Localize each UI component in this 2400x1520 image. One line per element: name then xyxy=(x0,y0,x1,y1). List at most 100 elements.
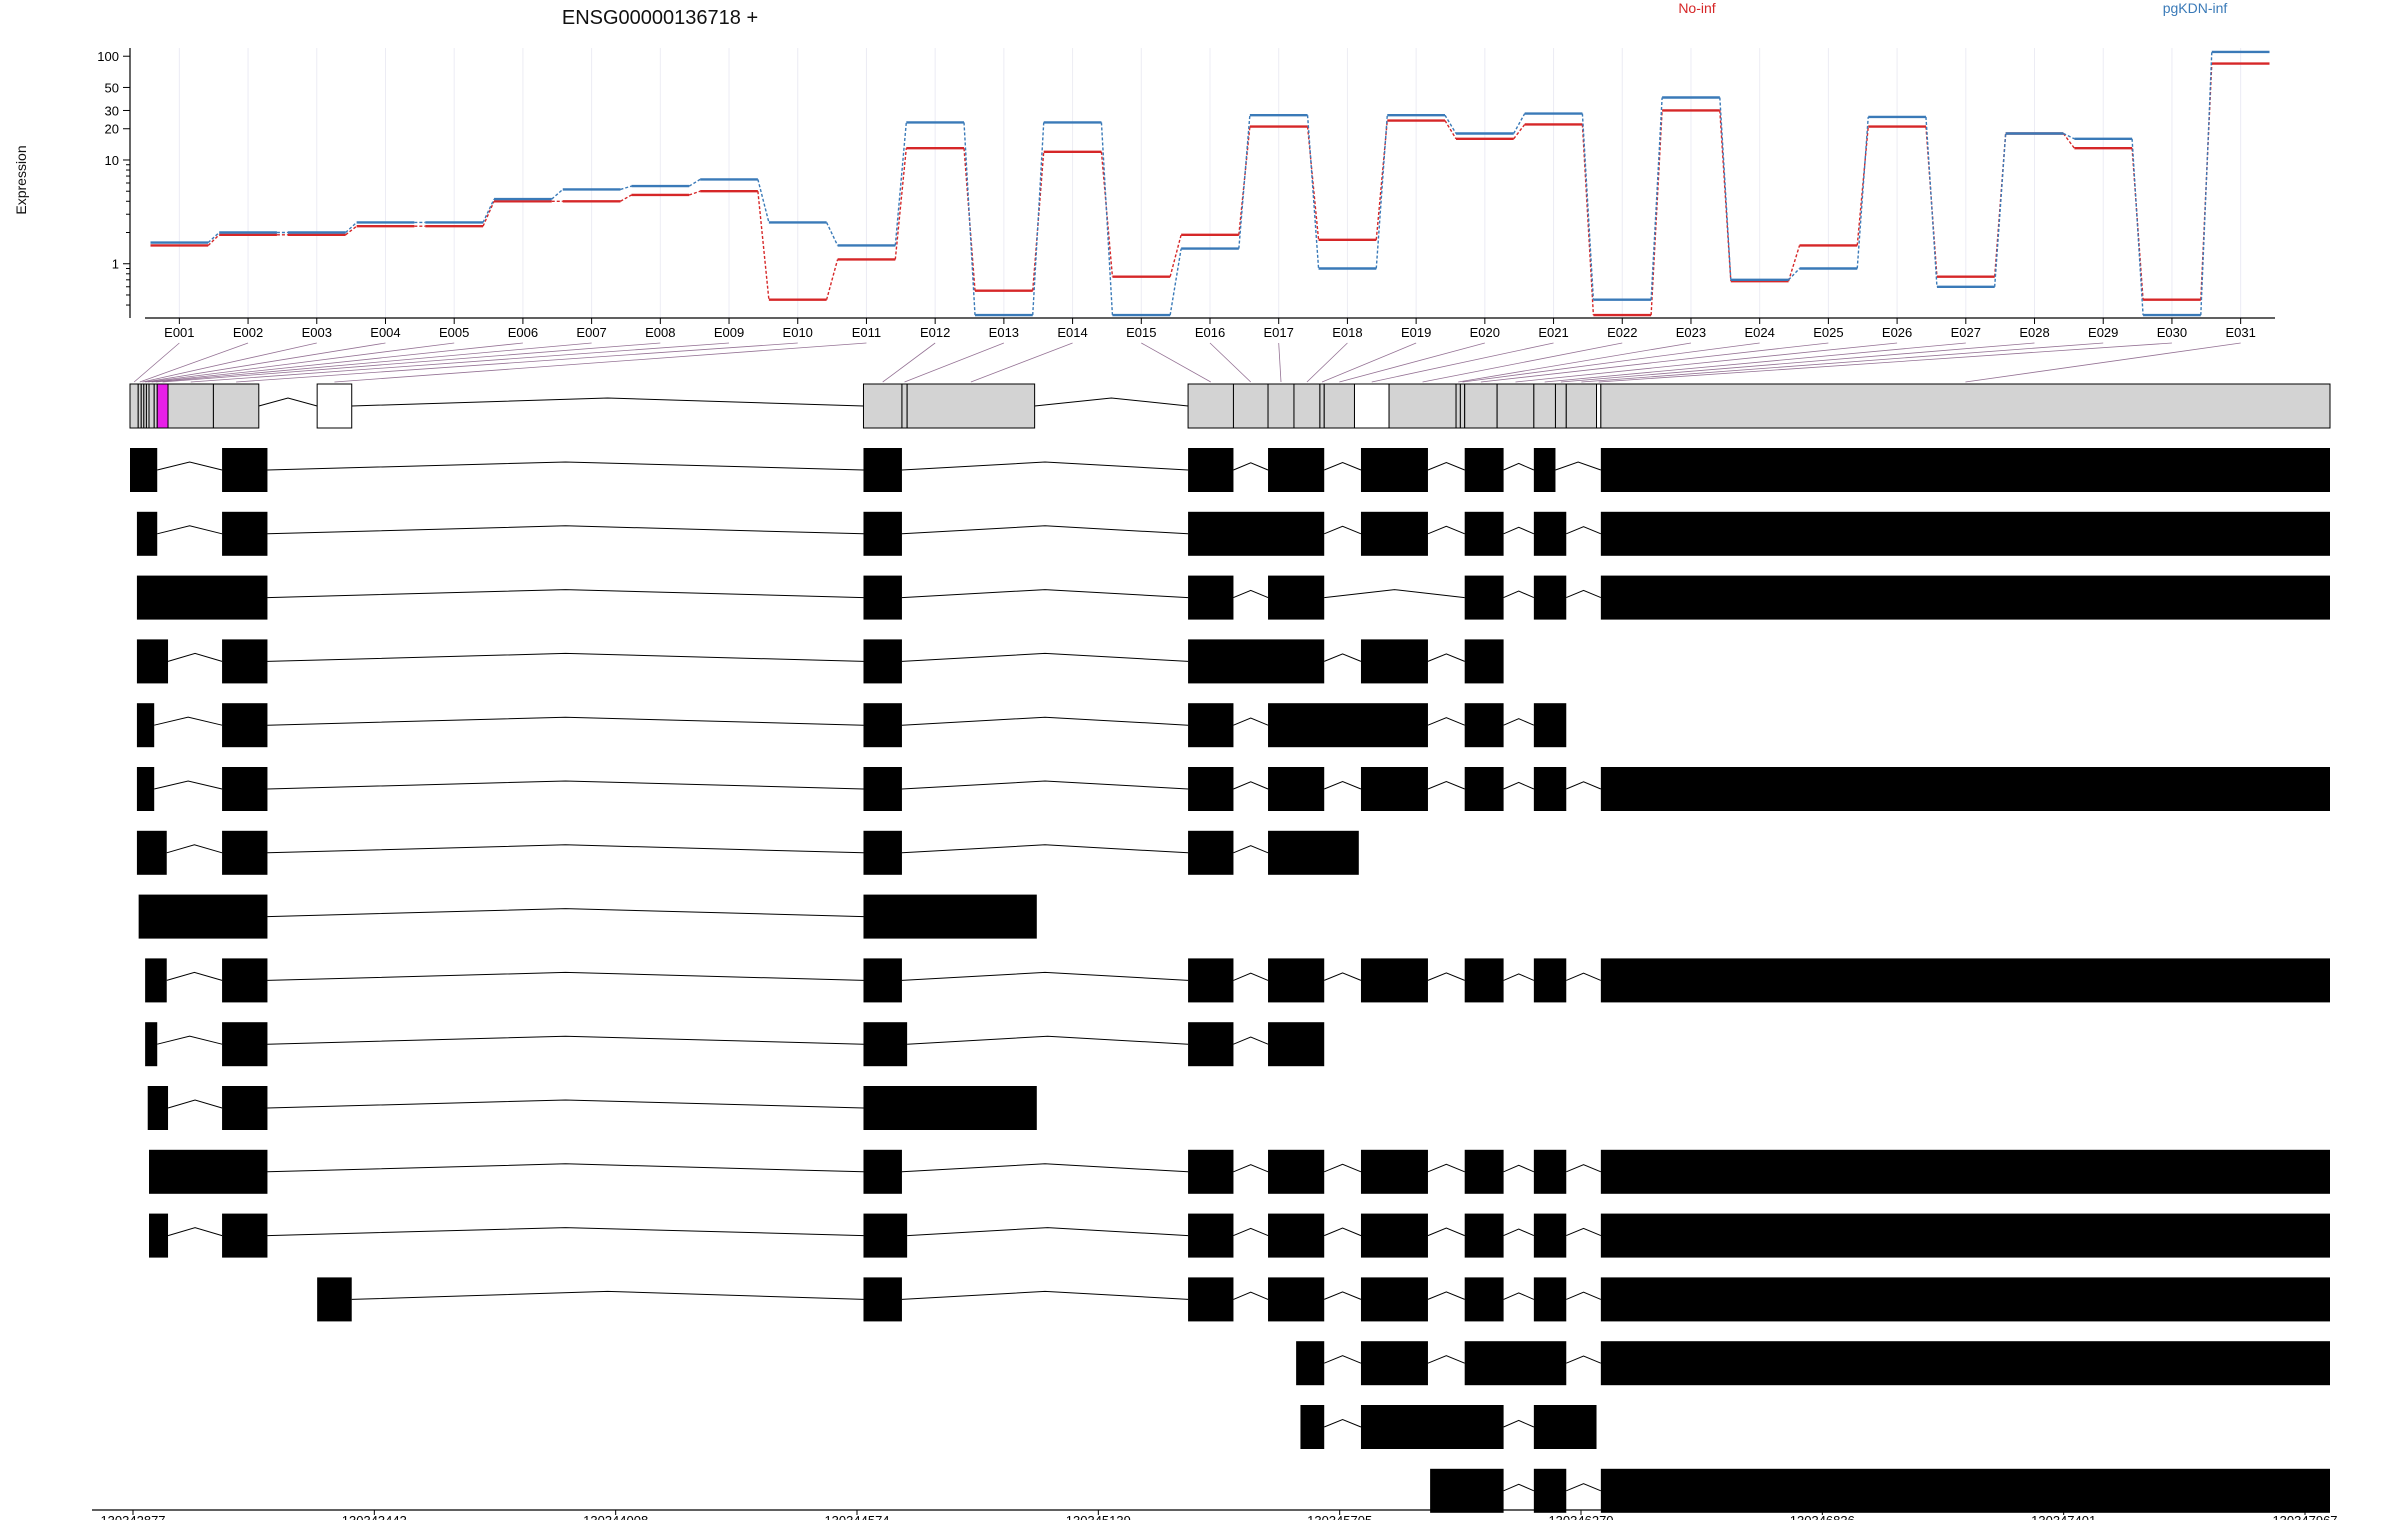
expression-connector xyxy=(1375,115,1388,269)
exon-tick-label: E011 xyxy=(852,325,881,340)
intron-line xyxy=(901,525,1189,535)
exon-tick-label: E018 xyxy=(1332,325,1362,340)
exon-tick-label: E016 xyxy=(1195,325,1225,340)
transcript xyxy=(136,511,2330,556)
intron-line xyxy=(901,971,1189,981)
transcript-exon xyxy=(1600,575,2330,620)
mapping-line xyxy=(1560,342,2035,383)
transcript-exon xyxy=(863,703,902,748)
expression-connector xyxy=(1787,245,1801,282)
mapping-line xyxy=(1462,342,1760,383)
mapping-line xyxy=(1339,342,1485,383)
intron-line xyxy=(1233,717,1269,726)
genomic-tick-label: 130342877 xyxy=(100,1513,165,1520)
transcript xyxy=(149,1213,2330,1258)
intron-line xyxy=(267,1099,864,1109)
exon-bin xyxy=(1596,383,1602,429)
genomic-tick-label: 130344008 xyxy=(583,1513,648,1520)
expression-connector xyxy=(1788,268,1801,281)
exon-bin xyxy=(1459,383,1466,429)
expression-connector xyxy=(1032,151,1045,291)
intron-line xyxy=(1566,1291,1602,1300)
transcript-exon xyxy=(136,511,158,556)
transcript-exon xyxy=(136,703,155,748)
transcript-exon xyxy=(1533,703,1567,748)
transcript-exon xyxy=(1268,1022,1325,1067)
exon-bin xyxy=(1232,383,1269,429)
exon-tick-label: E029 xyxy=(2088,325,2118,340)
y-tick-label: 1 xyxy=(112,257,119,272)
transcript xyxy=(136,639,1504,684)
transcript xyxy=(130,448,2330,492)
y-tick-label: 100 xyxy=(97,49,119,64)
intron-line xyxy=(1427,1163,1465,1173)
transcript-exon xyxy=(1360,958,1428,1003)
expression-connector xyxy=(1513,124,1526,140)
intron-line xyxy=(907,1035,1189,1045)
intron-line xyxy=(267,652,864,662)
expression-connector xyxy=(688,190,701,196)
mapping-line xyxy=(1965,342,2241,383)
transcript-exon xyxy=(1188,958,1234,1003)
intron-line xyxy=(1427,525,1465,535)
series-pgkdn-inf xyxy=(150,50,2270,317)
transcript-exon xyxy=(1600,448,2330,492)
intron-line xyxy=(1233,589,1269,599)
exon-tick-label: E023 xyxy=(1676,325,1706,340)
intron-line xyxy=(1427,780,1465,790)
genomic-tick-label: 130347401 xyxy=(2031,1513,2096,1520)
transcript-exon xyxy=(147,1086,169,1130)
transcript-exon xyxy=(222,830,268,875)
transcript-exon xyxy=(863,1022,908,1067)
transcript-exon xyxy=(136,575,268,620)
transcript xyxy=(136,575,2330,620)
transcript-exon xyxy=(1360,448,1428,492)
exon-tick-label: E013 xyxy=(989,325,1019,340)
expression-connector xyxy=(2200,51,2213,316)
exon-tick-label: E028 xyxy=(2019,325,2049,340)
mapping-line xyxy=(1371,342,1554,383)
transcript-exon xyxy=(1464,1149,1504,1194)
transcript-exon xyxy=(145,958,167,1003)
mapping-line xyxy=(1141,342,1211,383)
exon-tick-label: E022 xyxy=(1607,325,1637,340)
transcript-exon xyxy=(1464,511,1504,556)
exon-tick-label: E010 xyxy=(783,325,813,340)
mapping-line xyxy=(190,342,730,383)
exon-tick-label: E005 xyxy=(439,325,469,340)
expression-connector xyxy=(620,194,632,202)
intron-line xyxy=(1503,1164,1535,1173)
expression-connector xyxy=(345,225,358,236)
expression-connector xyxy=(1719,110,1732,282)
intron-line xyxy=(1233,781,1269,790)
mapping-line xyxy=(1581,342,2104,383)
transcript-exon xyxy=(136,639,169,684)
mapping-line xyxy=(970,342,1073,383)
intron-line xyxy=(1503,781,1535,790)
expression-connector xyxy=(1513,113,1526,134)
intron-line xyxy=(1233,1036,1269,1045)
genomic-tick-label: 130343443 xyxy=(342,1513,407,1520)
transcript xyxy=(145,1022,1325,1067)
exon-bin xyxy=(901,383,908,429)
transcript-exon xyxy=(1533,767,1567,811)
transcript-exon xyxy=(1296,1341,1325,1386)
exon-bin xyxy=(1600,383,2331,429)
intron-line xyxy=(1566,972,1602,981)
exon-bin xyxy=(148,383,155,429)
intron-line xyxy=(167,1227,223,1237)
exon-tick-label: E027 xyxy=(1951,325,1981,340)
transcript xyxy=(138,894,1037,939)
intron-line xyxy=(1503,718,1535,726)
intron-line xyxy=(1566,526,1602,535)
transcript-exon xyxy=(1360,1213,1428,1258)
expression-connector xyxy=(1581,124,1595,316)
exon-bin xyxy=(1187,383,1234,429)
exon-bin xyxy=(167,383,214,429)
transcript-exon xyxy=(1533,511,1567,556)
transcript-exon xyxy=(1268,575,1325,620)
mapping-line xyxy=(334,342,867,383)
exon-bin xyxy=(1533,383,1556,429)
exon-tick-label: E030 xyxy=(2157,325,2187,340)
intron-line xyxy=(1566,1164,1602,1173)
